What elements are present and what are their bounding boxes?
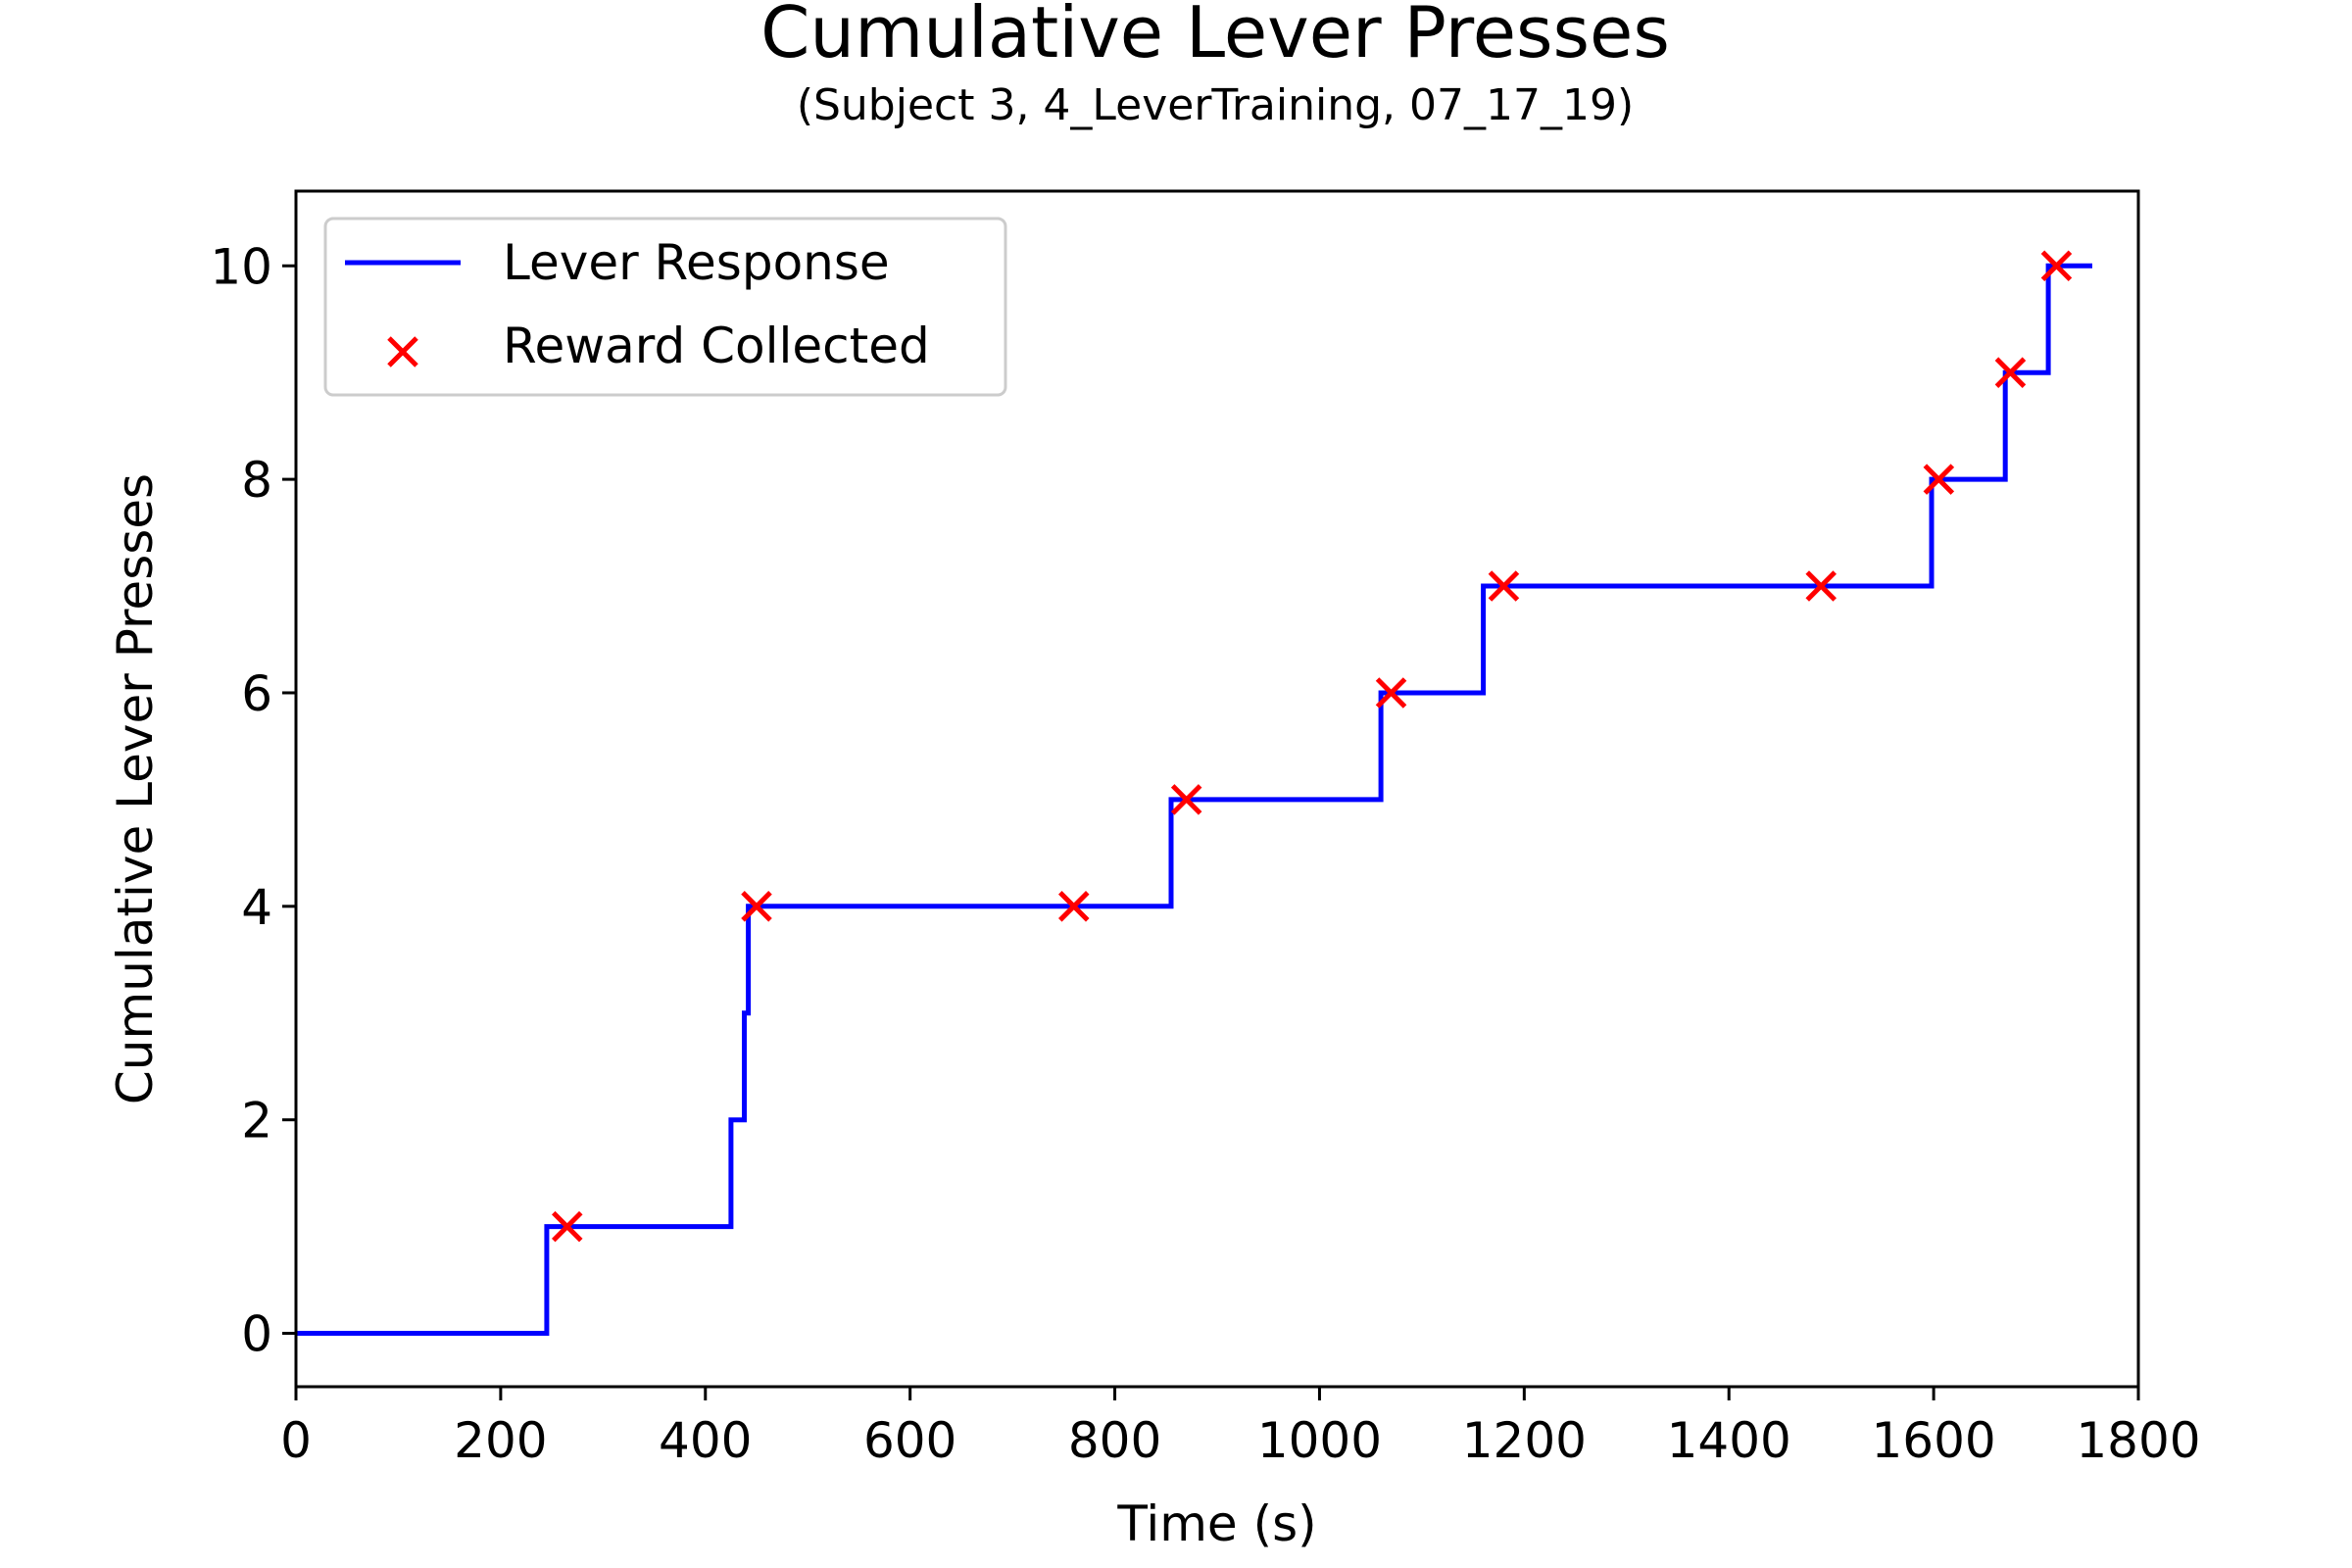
reward-marker (1923, 464, 1955, 495)
reward-marker (1994, 357, 2027, 388)
x-tick-label: 0 (280, 1412, 312, 1469)
x-tick-label: 800 (1068, 1412, 1161, 1469)
legend-label-lever-response: Lever Response (503, 234, 890, 291)
plot-frame (294, 189, 2140, 1389)
x-tick-label: 1000 (1257, 1412, 1382, 1469)
x-tick-label: 600 (863, 1412, 956, 1469)
x-tick-label: 1200 (1462, 1412, 1587, 1469)
chart-title: Cumulative Lever Presses (760, 0, 1670, 74)
legend-box (323, 217, 1007, 397)
x-axis: 0 200 400 600 800 1000 1200 1400 1600 1800 (280, 1387, 2201, 1469)
reward-marker (1375, 677, 1407, 709)
series-layer (296, 250, 2092, 1336)
lever-response-line (296, 263, 2092, 1336)
reward-marker (2040, 250, 2073, 282)
reward-marker (1488, 570, 1520, 602)
y-axis: 0 2 4 6 8 10 (210, 238, 296, 1363)
x-tick-label: 1600 (1871, 1412, 1995, 1469)
x-tick-label: 1400 (1667, 1412, 1791, 1469)
y-tick-label: 10 (210, 238, 272, 295)
x-tick-label: 1800 (2076, 1412, 2200, 1469)
y-axis-label: Cumulative Lever Presses (107, 473, 164, 1104)
y-tick-label: 8 (241, 452, 272, 509)
plot-area: 0 200 400 600 800 1000 1200 1400 1600 1800 0 2 4 6 8 1… (210, 189, 2201, 1469)
legend: Lever Response Reward Collected (323, 217, 1007, 397)
reward-marker (552, 1210, 583, 1243)
y-tick-label: 4 (241, 879, 272, 936)
reward-marker (1805, 570, 1837, 602)
chart-subtitle: (Subject 3, 4_LeverTraining, 07_17_19) (797, 80, 1634, 130)
y-tick-label: 6 (241, 665, 272, 722)
reward-marker (1170, 784, 1202, 815)
x-tick-label: 200 (454, 1412, 547, 1469)
y-tick-label: 2 (241, 1093, 272, 1150)
x-tick-label: 400 (659, 1412, 752, 1469)
y-tick-label: 0 (241, 1306, 272, 1363)
legend-x-marker (387, 336, 418, 368)
reward-marker (1058, 891, 1090, 922)
reward-marker (741, 891, 772, 922)
x-axis-label: Time (s) (1116, 1495, 1316, 1552)
legend-label-reward-collected: Reward Collected (503, 318, 930, 374)
